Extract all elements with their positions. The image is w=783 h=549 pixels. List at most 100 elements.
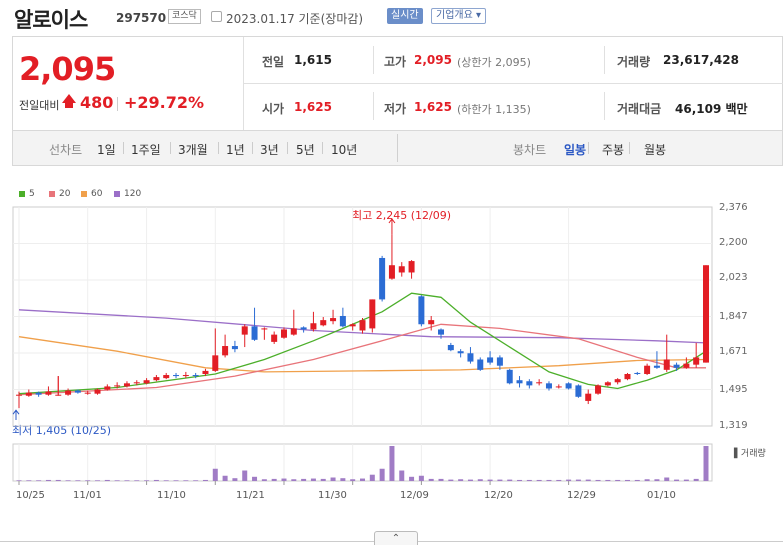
open-value: 1,625 xyxy=(294,100,332,114)
stock-name: 알로이스 xyxy=(14,8,88,32)
volume-bar xyxy=(183,480,189,481)
candle-body xyxy=(526,381,533,386)
period-weekly[interactable]: 주봉 xyxy=(602,143,625,157)
period-monthly[interactable]: 월봉 xyxy=(644,143,667,157)
range-5y[interactable]: 5년 xyxy=(296,143,315,157)
candle-body xyxy=(388,265,395,279)
candle-body xyxy=(349,324,356,327)
volume-bar xyxy=(281,478,287,481)
candle-body xyxy=(555,386,562,388)
period-daily[interactable]: 일봉 xyxy=(564,143,587,157)
low-label: 저가 xyxy=(384,102,407,116)
candle-body xyxy=(585,393,592,401)
candle-body xyxy=(133,382,140,384)
candle-body xyxy=(74,390,81,393)
candle-body xyxy=(330,318,337,322)
volume-legend-label: 거래량 xyxy=(740,449,766,459)
company-info-dropdown[interactable]: 기업개요 ▾ xyxy=(431,8,486,24)
volume-legend: ▌거래량 xyxy=(734,449,766,459)
x-tick-label: 12/20 xyxy=(484,490,513,501)
volume-bar xyxy=(379,468,385,481)
divider xyxy=(170,142,171,154)
candle-body xyxy=(536,382,543,384)
volume-value: 23,617,428 xyxy=(663,53,739,67)
ma120-line xyxy=(18,309,707,344)
volume-bar xyxy=(202,479,208,481)
volume-bar xyxy=(399,470,405,481)
y-tick-label: 1,319 xyxy=(719,420,748,431)
up-arrow-stem xyxy=(65,103,73,108)
range-10y[interactable]: 10년 xyxy=(331,143,358,157)
base-date: 2023.01.17 기준(장마감) xyxy=(226,12,364,26)
candle-body xyxy=(683,363,690,368)
volume-bar xyxy=(340,478,346,481)
candle-body xyxy=(428,320,435,325)
candle-body xyxy=(163,375,170,379)
divider xyxy=(123,142,124,154)
volume-bar xyxy=(163,480,169,481)
volume-bar xyxy=(369,474,375,481)
volume-bar xyxy=(153,479,159,481)
volume-bar xyxy=(301,478,307,481)
collapse-chart-button[interactable]: ⌃ xyxy=(374,531,418,545)
high-arrow-icon xyxy=(388,218,396,224)
y-tick-label: 2,200 xyxy=(719,237,748,248)
range-1y[interactable]: 1년 xyxy=(226,143,245,157)
candle-body xyxy=(310,323,317,330)
volume-bar xyxy=(360,478,365,481)
volume-bar xyxy=(330,477,336,481)
volume-bar xyxy=(575,479,581,481)
low-arrow-icon xyxy=(12,409,20,415)
realtime-button[interactable]: 실시간 xyxy=(387,8,423,24)
volume-bar xyxy=(95,480,101,481)
divider xyxy=(218,142,219,154)
candle-body xyxy=(320,320,327,326)
candle-body xyxy=(182,375,189,377)
range-1w[interactable]: 1주일 xyxy=(131,143,161,157)
lower-limit: (하한가 1,135) xyxy=(457,103,531,116)
candle-body xyxy=(418,296,425,325)
candle-body xyxy=(653,365,660,368)
range-3y[interactable]: 3년 xyxy=(260,143,279,157)
volume-bar xyxy=(45,479,51,481)
upper-limit: (상한가 2,095) xyxy=(457,56,531,69)
y-tick-label: 1,495 xyxy=(719,384,748,395)
volume-bar xyxy=(605,479,611,481)
price-change-percent: +29.72% xyxy=(124,93,205,112)
candle-body xyxy=(496,357,503,366)
volume-bar xyxy=(36,480,42,481)
candle-body xyxy=(202,370,209,374)
candle-body xyxy=(25,392,32,396)
legend-ma60: 60 xyxy=(91,189,103,199)
candle-body xyxy=(575,385,582,397)
candle-body xyxy=(438,329,445,335)
divider xyxy=(604,92,605,120)
candle-body xyxy=(457,351,464,354)
candle-body xyxy=(251,326,258,340)
legend-ma20: 20 xyxy=(59,189,71,199)
volume-bar xyxy=(320,478,326,481)
x-tick-label: 11/01 xyxy=(73,490,102,501)
candle-body xyxy=(634,372,641,374)
range-3m[interactable]: 3개월 xyxy=(178,143,208,157)
candle-body xyxy=(290,328,297,335)
volume-bar xyxy=(232,478,238,481)
volume-bar xyxy=(477,479,483,481)
candle-body xyxy=(595,385,602,394)
candle-body xyxy=(663,359,670,370)
volume-bar xyxy=(428,478,434,481)
candle-body xyxy=(16,394,22,396)
volume-bar xyxy=(448,479,454,481)
x-tick-label: 12/29 xyxy=(567,490,596,501)
candle-body xyxy=(398,266,405,273)
x-tick-label: 01/10 xyxy=(647,490,676,501)
y-tick-label: 2,023 xyxy=(719,272,748,283)
divider xyxy=(322,142,323,154)
volume-bar xyxy=(458,479,464,481)
y-tick-label: 1,671 xyxy=(719,346,748,357)
candle-chart-label: 봉차트 xyxy=(513,143,547,157)
price-change: 480 xyxy=(80,93,114,112)
candle-body xyxy=(173,375,180,377)
range-1d[interactable]: 1일 xyxy=(97,143,116,157)
